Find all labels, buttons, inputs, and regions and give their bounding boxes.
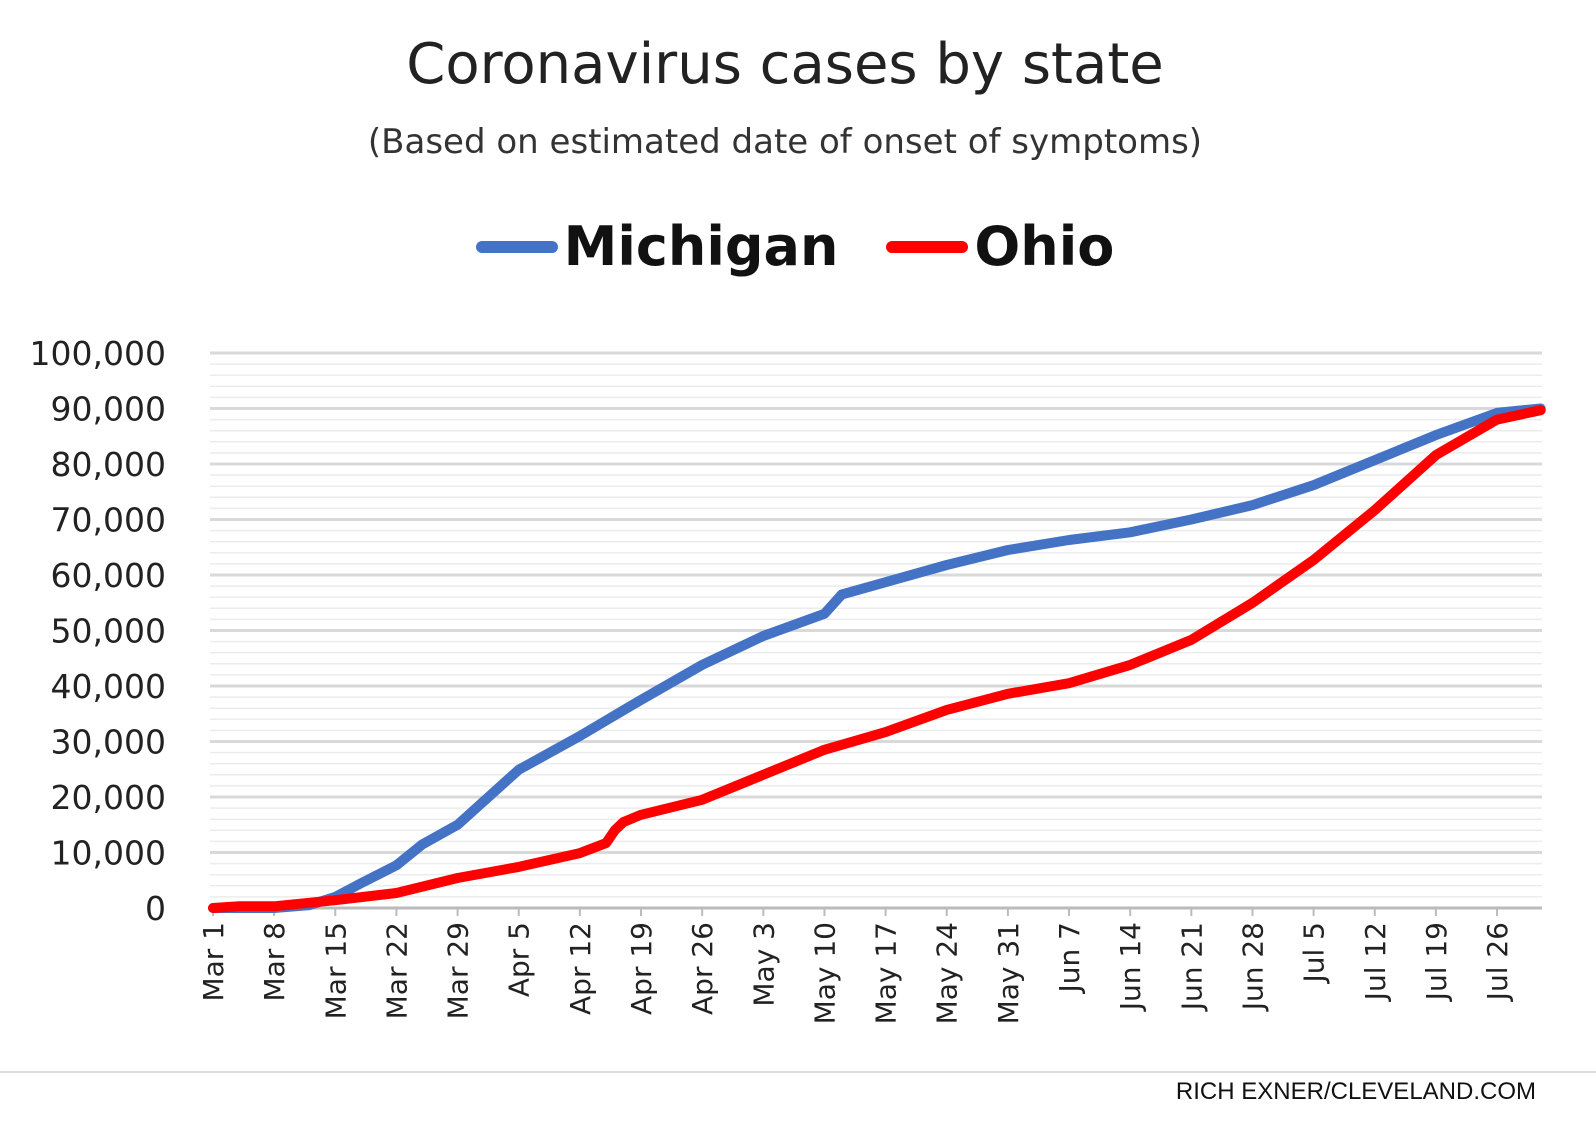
y-tick-label: 30,000	[51, 723, 166, 762]
x-tick-label: Jun 14	[1114, 922, 1147, 1012]
footer-divider	[0, 1071, 1596, 1073]
y-tick-label: 20,000	[51, 778, 166, 817]
y-tick-label: 0	[145, 889, 166, 928]
y-tick-label: 80,000	[51, 445, 166, 484]
legend-swatch-michigan	[475, 240, 558, 253]
x-tick-label: Apr 5	[503, 922, 536, 997]
x-tick-label: Apr 19	[625, 922, 658, 1015]
x-tick-label: Jul 26	[1481, 922, 1514, 1002]
series-line-michigan	[208, 403, 1546, 913]
x-tick-label: May 3	[747, 922, 780, 1007]
y-tick-label: 50,000	[51, 612, 166, 651]
legend: Michigan Ohio	[0, 215, 1590, 278]
x-tick-label: Jul 19	[1420, 922, 1453, 1002]
x-tick-label: Jun 7	[1053, 922, 1086, 994]
x-tick-label: May 17	[870, 922, 903, 1024]
series-line-ohio	[208, 405, 1546, 913]
x-tick-label: Mar 29	[442, 922, 475, 1019]
x-tick-label: Apr 26	[686, 922, 719, 1015]
x-tick-label: Jun 21	[1175, 922, 1208, 1012]
credit-line: RICH EXNER/CLEVELAND.COM	[1175, 1078, 1536, 1105]
x-tick-label: Mar 1	[197, 922, 230, 1002]
x-tick-label: Mar 15	[319, 922, 352, 1019]
y-tick-label: 70,000	[51, 501, 166, 540]
x-tick-label: Jun 28	[1236, 922, 1269, 1012]
legend-label-ohio: Ohio	[974, 215, 1115, 278]
x-tick-label: May 31	[992, 922, 1025, 1024]
plot-area: 0 10,000 20,000 30,000 40,000 50,000 60,000 70,…	[30, 334, 1546, 1024]
x-tick-label: Jul 12	[1359, 922, 1392, 1002]
legend-item-ohio: Ohio	[886, 215, 1114, 278]
y-tick-label: 10,000	[51, 834, 166, 873]
x-tick-label: Apr 12	[564, 922, 597, 1015]
chart-subtitle: (Based on estimated date of onset of sym…	[367, 122, 1203, 162]
y-tick-label: 40,000	[51, 667, 166, 706]
y-tick-label: 100,000	[30, 334, 166, 373]
legend-item-michigan: Michigan	[475, 215, 839, 278]
x-tick-label: Jul 5	[1298, 922, 1331, 985]
chart-title: Coronavirus cases by state	[406, 32, 1164, 97]
x-tick-label: May 10	[808, 922, 841, 1024]
y-tick-label: 90,000	[51, 390, 166, 429]
legend-swatch-ohio	[886, 240, 969, 253]
x-tick-label: Mar 8	[258, 922, 291, 1002]
y-tick-label: 60,000	[51, 556, 166, 595]
x-tick-label: May 24	[931, 922, 964, 1024]
legend-label-michigan: Michigan	[563, 215, 839, 278]
x-tick-label: Mar 22	[380, 922, 413, 1019]
